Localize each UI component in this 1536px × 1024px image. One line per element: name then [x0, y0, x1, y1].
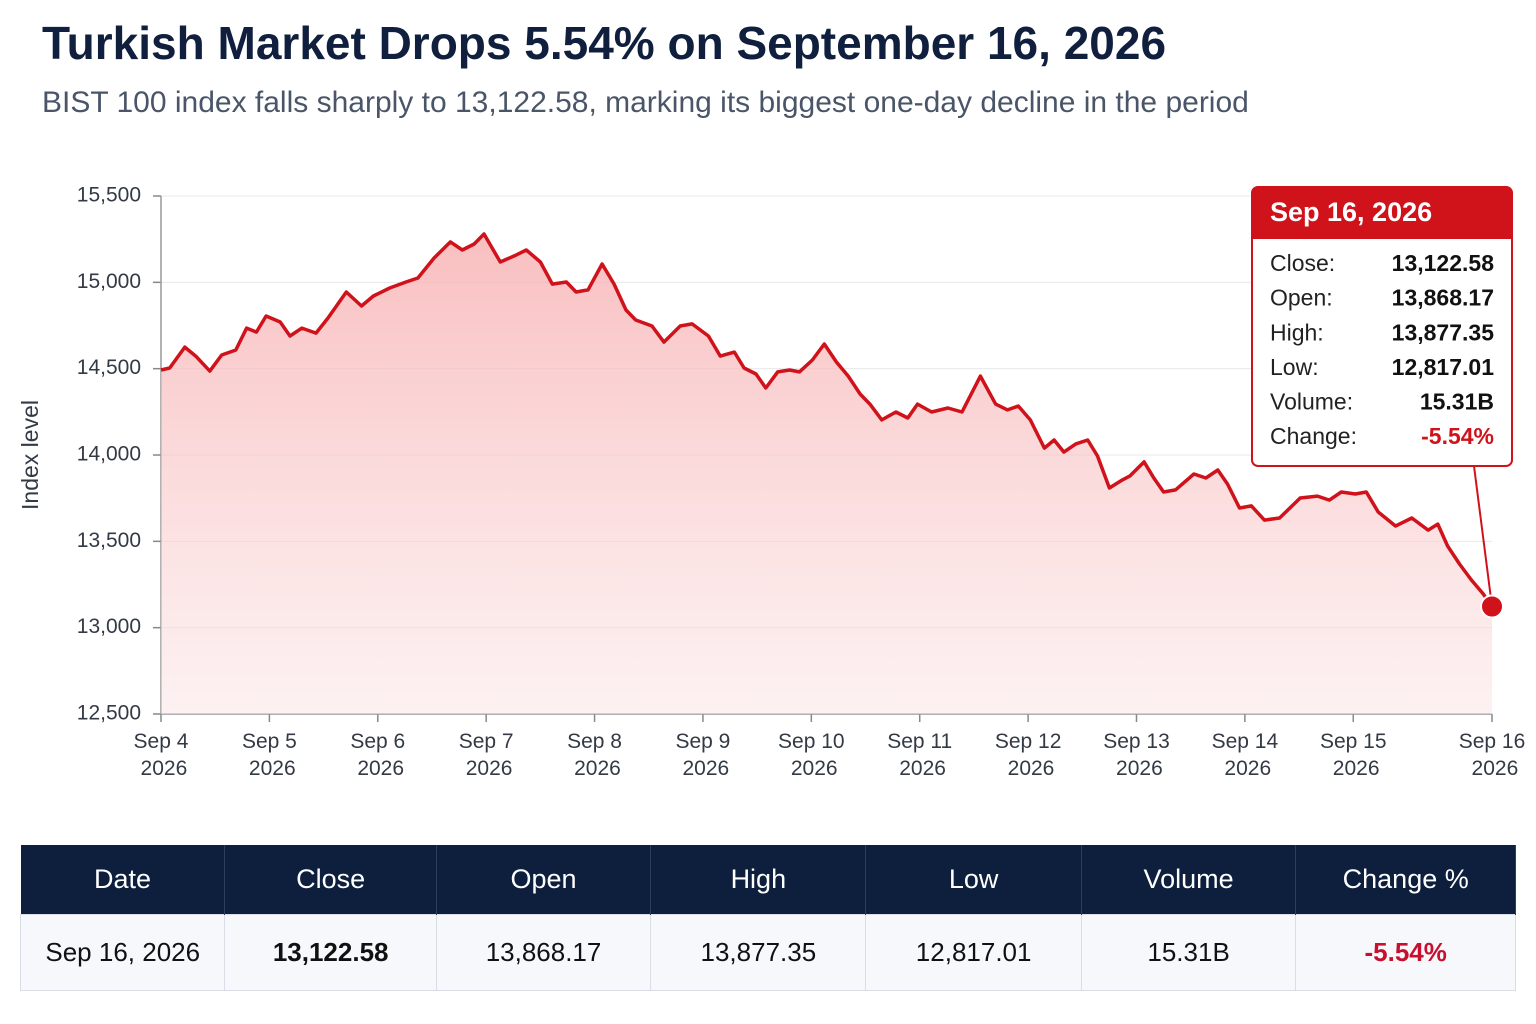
- y-tick-label: 12,500: [77, 702, 141, 725]
- table-row: Sep 16, 2026 13,122.58 13,868.17 13,877.35 1…: [19, 914, 1516, 991]
- x-tick-label: Sep 6 2026: [350, 730, 405, 780]
- area: [161, 234, 1492, 714]
- tooltip-value: 15.31B: [1420, 388, 1494, 414]
- table-cell: 13,868.17: [435, 914, 652, 991]
- tooltip-value: -5.54%: [1421, 423, 1494, 449]
- x-tick-label: Sep 15 2026: [1320, 730, 1387, 780]
- chart: Turkish Market Drops 5.54% on September …: [17, 17, 1526, 780]
- line: [160, 232, 1494, 608]
- x-tick-label: Sep 8 2026: [567, 730, 622, 780]
- table-cell: 13,877.35: [650, 914, 867, 991]
- chart-title: Turkish Market Drops 5.54% on September …: [42, 17, 1166, 69]
- table-header: Date Close Open High Low Volume Change %: [20, 845, 1516, 915]
- x-tick-label: Sep 12 2026: [995, 730, 1062, 780]
- table-body: Sep 16, 2026 13,122.58 13,868.17 13,877.35 1…: [19, 914, 1516, 991]
- tooltip-value: 13,877.35: [1392, 319, 1495, 345]
- x-tick-label: Sep 4 2026: [134, 730, 189, 780]
- y-axis-label: Index level: [17, 400, 43, 510]
- y-tick-label: 14,000: [77, 443, 141, 466]
- table-header-cell: Change %: [1295, 845, 1516, 915]
- tooltip-value: 13,868.17: [1392, 285, 1494, 311]
- table-header-cell: High: [650, 845, 867, 915]
- x-tick-label: Sep 16 2026: [1459, 730, 1526, 780]
- x-tick-label: Sep 5 2026: [242, 730, 297, 780]
- table-header-cell: Close: [224, 845, 437, 915]
- tooltip-value: 12,817.01: [1392, 354, 1495, 380]
- y-tick-label: 15,500: [77, 184, 141, 207]
- table-header-cell: Volume: [1081, 845, 1297, 915]
- table-cell: 15.31B: [1080, 914, 1297, 991]
- tooltip-label: Change:: [1270, 423, 1357, 449]
- highlight-point: [1480, 594, 1504, 619]
- tooltip-label: Close:: [1270, 250, 1335, 276]
- tooltip-label: Low:: [1270, 354, 1319, 380]
- tooltip-connector: [1473, 465, 1493, 607]
- tooltip-title: Sep 16, 2026: [1270, 197, 1432, 227]
- table-cell: 13,122.58: [224, 914, 437, 991]
- tooltip-value: 13,122.58: [1392, 250, 1495, 276]
- chart-subtitle: BIST 100 index falls sharply to 13,122.5…: [42, 86, 1249, 119]
- x-tick-label: Sep 11 2026: [887, 730, 952, 780]
- x-tick-label: Sep 13 2026: [1103, 730, 1170, 780]
- table-header-cell: Date: [20, 845, 226, 915]
- y-tick-label: 13,000: [77, 615, 141, 638]
- data-table: Date Close Open High Low Volume Change % Sep 1…: [19, 845, 1516, 991]
- table-header-cell: Low: [865, 845, 1082, 915]
- x-tick-label: Sep 7 2026: [459, 730, 514, 780]
- tooltip-label: Open:: [1270, 285, 1333, 311]
- tooltip-label: High:: [1270, 319, 1324, 345]
- tooltip-header: [1252, 187, 1512, 239]
- x-tick-label: Sep 9 2026: [675, 730, 730, 780]
- table-cell: -5.54%: [1295, 914, 1516, 991]
- table-header-cell: Open: [436, 845, 652, 915]
- tooltip-label: Volume:: [1270, 388, 1353, 414]
- y-tick-label: 14,500: [77, 356, 141, 379]
- table-cell: Sep 16, 2026: [19, 914, 226, 991]
- y-tick-label: 13,500: [77, 529, 141, 552]
- x-tick-label: Sep 14 2026: [1212, 730, 1279, 780]
- x-tick-label: Sep 10 2026: [778, 730, 845, 780]
- table-cell: 12,817.01: [865, 914, 1082, 991]
- y-tick-label: 15,000: [77, 270, 141, 293]
